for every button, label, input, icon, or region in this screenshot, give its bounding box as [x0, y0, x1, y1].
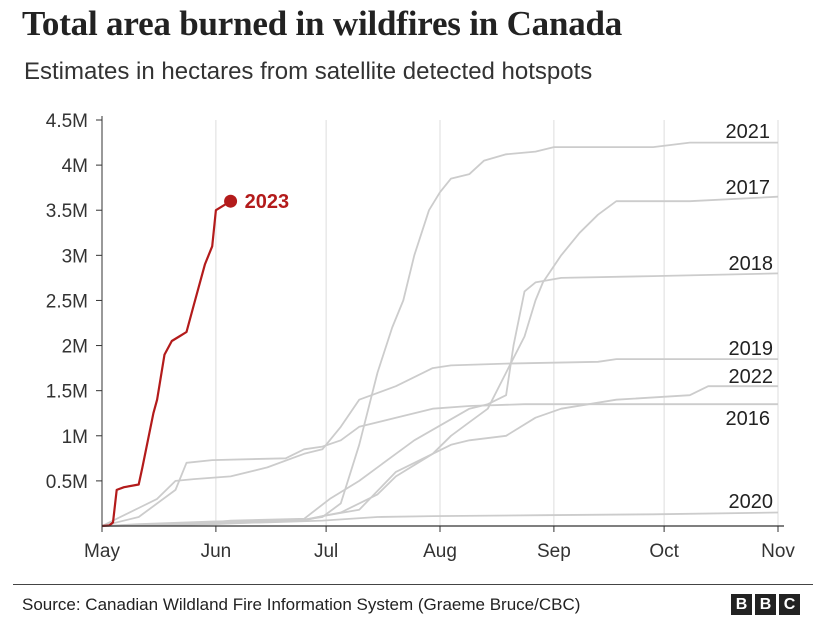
- y-tick-label: 4.5M: [46, 111, 88, 132]
- series-label-2019: 2019: [729, 338, 774, 360]
- highlight-line: [101, 194, 238, 528]
- labels: May Jun Jul Aug Sep Oct Nov 0.5M 1M 1.5M 2M 2.5M 3M 3…: [46, 111, 796, 562]
- series-label-2018: 2018: [729, 253, 774, 275]
- series-line-2022: [101, 385, 778, 527]
- y-tick-label: 0.5M: [46, 472, 88, 493]
- y-tick-label: 1M: [62, 427, 88, 448]
- x-tick-label: May: [84, 541, 120, 562]
- logo-letter: B: [755, 594, 776, 615]
- series-line-2018: [101, 272, 779, 527]
- series-label-2021: 2021: [726, 121, 771, 143]
- series-label-2022: 2022: [729, 366, 774, 388]
- x-tick-label: Jul: [314, 541, 338, 562]
- x-tick-label: Oct: [649, 541, 679, 562]
- grid-lines: [215, 120, 779, 526]
- series-line-2016: [101, 403, 778, 527]
- line-chart: May Jun Jul Aug Sep Oct Nov 0.5M 1M 1.5M 2M 2.5M 3M 3…: [46, 111, 796, 562]
- series-label-2020: 2020: [729, 491, 774, 513]
- bbc-logo: B B C: [731, 594, 800, 615]
- x-tick-label: Sep: [537, 541, 571, 562]
- footer-divider: [13, 584, 813, 585]
- series-label-2016: 2016: [726, 408, 771, 430]
- series-label-2023: 2023: [245, 191, 290, 213]
- chart-title: Total area burned in wildfires in Canada: [22, 4, 623, 43]
- logo-letter: C: [779, 594, 800, 615]
- x-tick-label: Nov: [761, 541, 795, 562]
- logo-letter: B: [731, 594, 752, 615]
- series-line-2023: [101, 200, 232, 528]
- chart-subtitle: Estimates in hectares from satellite det…: [24, 58, 593, 85]
- y-tick-label: 4M: [62, 156, 88, 177]
- series-label-2017: 2017: [726, 177, 771, 199]
- x-tick-label: Aug: [423, 541, 457, 562]
- series-line-2020: [101, 511, 779, 527]
- axes: [96, 116, 784, 532]
- y-tick-label: 3M: [62, 246, 88, 267]
- past-year-lines: [101, 141, 779, 527]
- series-end-marker-2023: [224, 194, 238, 208]
- y-tick-label: 1.5M: [46, 382, 88, 403]
- y-tick-label: 3.5M: [46, 201, 88, 222]
- series-line-2019: [101, 358, 778, 527]
- x-tick-label: Jun: [201, 541, 232, 562]
- source-note: Source: Canadian Wildland Fire Informati…: [22, 595, 581, 614]
- y-tick-label: 2M: [62, 337, 88, 358]
- y-tick-label: 2.5M: [46, 291, 88, 312]
